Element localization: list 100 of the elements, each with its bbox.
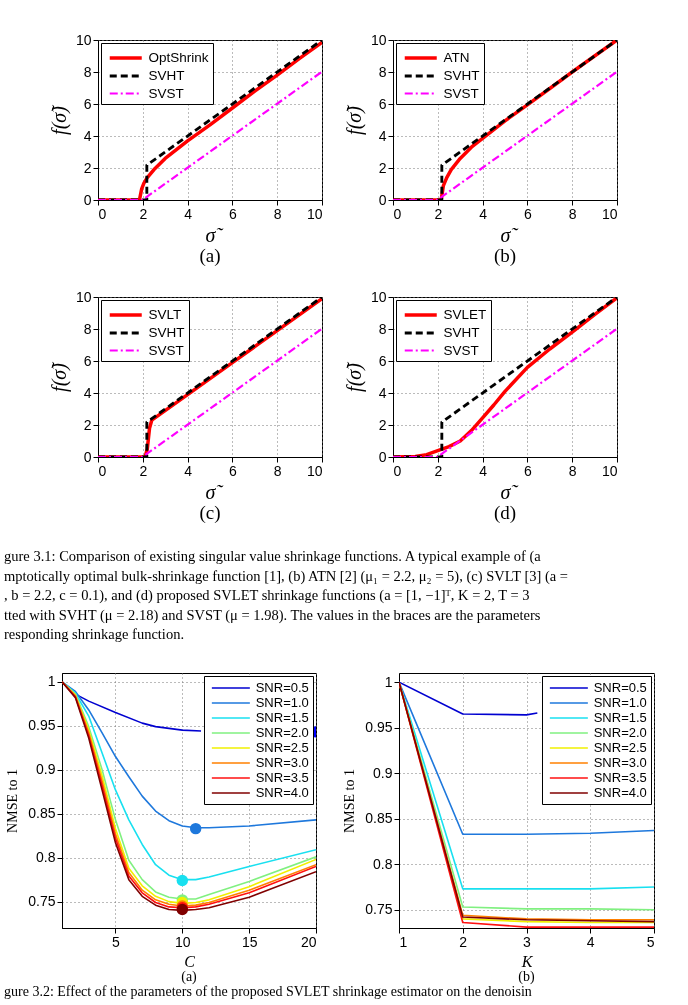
y-tick-label: 0.75: [28, 893, 56, 910]
legend-label: OptShrink: [148, 50, 209, 65]
y-tick-label: 0.75: [365, 901, 393, 918]
text: (a): [199, 245, 221, 267]
y-tick-label: 0: [83, 448, 92, 465]
y-tick-label: 0.85: [365, 810, 393, 827]
legend-label: SNR=1.5: [593, 710, 647, 725]
y-tick-label: 2: [83, 416, 92, 433]
x-tick-label: 2: [434, 462, 443, 479]
x-tick-label: 6: [524, 205, 532, 222]
x-axis-title: σ̃: [205, 223, 224, 246]
x-tick-label: 8: [273, 462, 282, 479]
legend-label: SNR=1.0: [255, 695, 309, 710]
x-tick-label: 2: [434, 205, 443, 222]
text: (d): [493, 502, 517, 524]
legend-label: SNR=4.0: [255, 785, 309, 800]
x-tick-label: 10: [306, 205, 323, 222]
legend-label: SVST: [443, 342, 479, 358]
x-tick-label: 4: [586, 933, 595, 950]
y-tick-label: 6: [83, 352, 92, 369]
x-axis-title: K: [520, 952, 534, 970]
y-tick-label: 10: [370, 288, 387, 305]
text: gure 3.1: Comparison of existing singular value shrinkage functions. A typical example of (a: [4, 548, 541, 565]
x-tick-label: 4: [479, 205, 488, 222]
legend-label: SNR=0.5: [593, 680, 647, 695]
y-axis-title: f(σ̃): [342, 361, 366, 392]
x-tick-label: 2: [139, 462, 148, 479]
y-axis-title: f(σ̃): [342, 104, 366, 135]
legend-label: SNR=4.0: [593, 785, 647, 800]
y-tick-label: 6: [378, 352, 387, 369]
y-tick-label: 4: [378, 384, 387, 401]
legend-label: SNR=2.0: [255, 725, 309, 740]
legend-label: SVLT: [148, 307, 182, 322]
legend-label: SVST: [148, 85, 184, 101]
y-tick-label: 0.8: [36, 849, 56, 866]
x-axis-title: C: [184, 952, 196, 970]
legend-label: SVHT: [148, 68, 185, 83]
legend-label: SNR=1.0: [593, 695, 647, 710]
x-tick-label: 6: [524, 462, 532, 479]
y-axis-title: f(σ̃): [47, 104, 71, 135]
text: responding shrinkage function.: [4, 626, 185, 643]
x-tick-label: 0: [98, 205, 107, 222]
x-tick-label: 4: [184, 462, 193, 479]
x-tick-label: 10: [601, 205, 618, 222]
y-tick-label: 0: [83, 191, 92, 208]
x-tick-label: 10: [175, 933, 191, 950]
y-tick-label: 4: [378, 127, 387, 144]
legend-label: SNR=2.5: [255, 740, 309, 755]
x-tick-label: 8: [273, 205, 282, 222]
text: tted with SVHT (μ = 2.18) and SVST (μ = 1.98). The values in the braces are the parameters: [4, 606, 541, 624]
y-tick-label: 1: [47, 673, 56, 690]
legend-label: SNR=3.0: [593, 755, 647, 770]
legend-label: SVHT: [443, 325, 480, 340]
x-axis-title: σ̃: [500, 480, 519, 503]
legend-label: SVST: [148, 342, 184, 358]
y-tick-label: 8: [378, 63, 387, 80]
text: , b = 2.2, c = 0.1), and (d) proposed SVLET shrinkage functions (a = [1, −1]ᵀ, K = 2, T = 3: [4, 587, 530, 604]
y-tick-label: 4: [83, 127, 92, 144]
x-tick-label: 5: [112, 933, 121, 950]
x-tick-label: 2: [139, 205, 148, 222]
x-axis-title: σ̃: [500, 223, 519, 246]
x-tick-label: 8: [568, 205, 577, 222]
legend-label: SVLET: [443, 307, 487, 322]
y-tick-label: 10: [75, 31, 92, 48]
legend-label: SVHT: [148, 325, 185, 340]
y-tick-label: 10: [75, 288, 92, 305]
y-tick-label: 6: [378, 95, 387, 112]
legend-label: SNR=2.0: [593, 725, 647, 740]
y-tick-label: 6: [83, 95, 92, 112]
y-tick-label: 0: [378, 191, 387, 208]
legend-label: SNR=3.5: [255, 770, 309, 785]
text: (a): [181, 969, 198, 985]
legend-label: SVHT: [443, 68, 480, 83]
y-tick-label: 8: [378, 320, 387, 337]
legend-label: SNR=0.5: [255, 680, 309, 695]
x-tick-label: 20: [300, 933, 317, 950]
legend-label: SNR=3.0: [255, 755, 309, 770]
y-tick-label: 8: [83, 63, 92, 80]
x-tick-label: 8: [568, 462, 577, 479]
legend-label: SNR=3.5: [593, 770, 647, 785]
x-tick-label: 15: [241, 933, 258, 950]
x-tick-label: 10: [601, 462, 618, 479]
x-axis-title: σ̃: [205, 480, 224, 503]
y-axis-title: f(σ̃): [47, 361, 71, 392]
x-tick-label: 4: [479, 462, 488, 479]
y-tick-label: 10: [370, 31, 387, 48]
x-tick-label: 5: [646, 933, 655, 950]
y-tick-label: 0.95: [365, 719, 393, 736]
y-tick-label: 0.95: [28, 717, 56, 734]
legend-label: SNR=2.5: [593, 740, 647, 755]
legend-label: SNR=1.5: [255, 710, 309, 725]
y-tick-label: 2: [378, 159, 387, 176]
y-tick-label: 1: [384, 673, 393, 690]
x-tick-label: 1: [399, 933, 408, 950]
text: (b): [493, 245, 517, 267]
y-axis-title: NMSE to 1: [5, 769, 21, 833]
y-tick-label: 2: [378, 416, 387, 433]
legend-label: ATN: [443, 50, 470, 65]
y-tick-label: 0.8: [373, 855, 393, 872]
x-tick-label: 6: [229, 462, 237, 479]
